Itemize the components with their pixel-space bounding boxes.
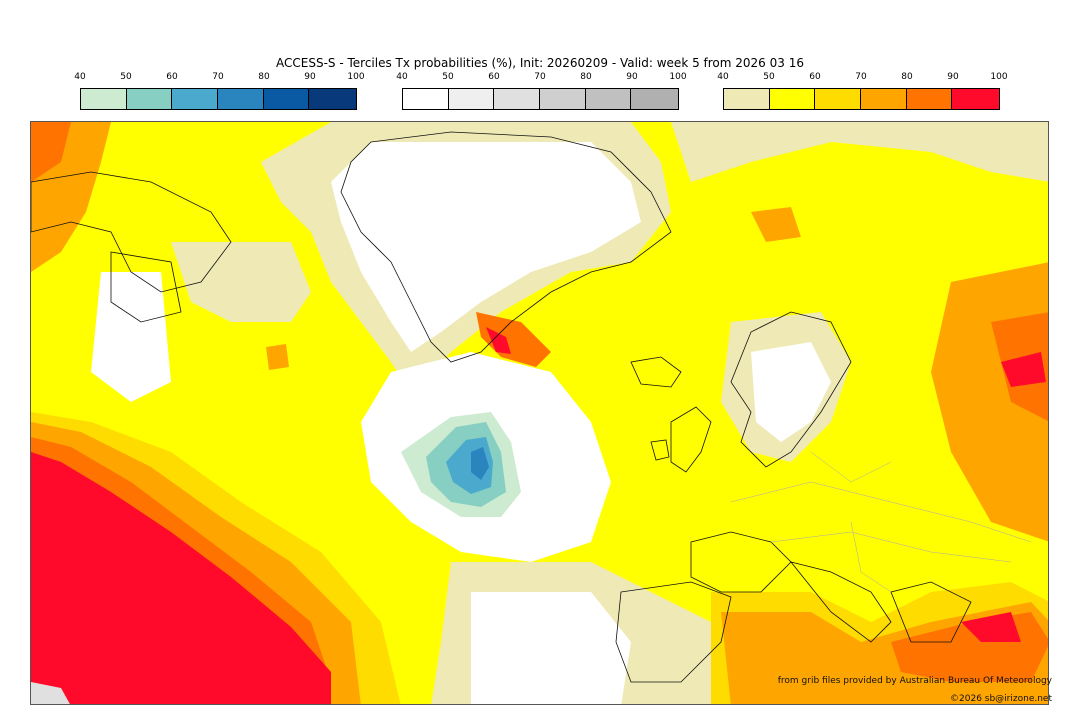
legend-swatch [218, 89, 264, 109]
legend-tick: 90 [626, 72, 638, 82]
legend-near-normal: 40 50 60 70 80 90 100 [396, 72, 687, 112]
field-near-normal-scandinavia [751, 342, 831, 442]
legend-swatch [172, 89, 219, 109]
legend-swatch [815, 89, 862, 109]
legend-swatch [861, 89, 907, 109]
legend-tick: 50 [442, 72, 454, 82]
field-above-40-canada [171, 242, 311, 322]
legend-ticks: 40 50 60 70 80 90 100 [74, 72, 364, 84]
scandinavia-coast [730, 311, 852, 468]
field-near-normal-hudson [91, 272, 171, 402]
legend-tick: 40 [396, 72, 408, 82]
map-canvas [31, 122, 1048, 704]
legend-colorbar [402, 88, 679, 110]
italy-coast [789, 561, 892, 643]
greenland-coast [340, 131, 672, 363]
field-near-normal-corner [31, 682, 70, 704]
legend-tick: 50 [763, 72, 775, 82]
legend-tick: 80 [901, 72, 913, 82]
legend-ticks: 40 50 60 70 80 90 100 [396, 72, 686, 84]
legend-tick: 60 [166, 72, 178, 82]
balkans-coast [890, 581, 972, 643]
field-above-80-greenland-se [476, 312, 551, 367]
canada-arctic-coast [31, 171, 232, 293]
probability-map [30, 121, 1049, 705]
legend-tick: 90 [947, 72, 959, 82]
legend-tick: 100 [669, 72, 687, 82]
legend-tick: 40 [74, 72, 86, 82]
copyright-credit: ©2026 sb@irizone.net [950, 694, 1052, 704]
legend-swatch [585, 89, 632, 109]
legend-tick: 70 [534, 72, 546, 82]
legend-tick: 100 [347, 72, 365, 82]
legend-tick: 50 [120, 72, 132, 82]
legend-swatch [263, 89, 310, 109]
legend-swatch [126, 89, 173, 109]
legend-tick: 70 [212, 72, 224, 82]
legend-tick: 70 [855, 72, 867, 82]
legend-swatch [540, 89, 586, 109]
legend-tick: 60 [809, 72, 821, 82]
field-above-90-greenland-se [486, 327, 511, 354]
legend-tick: 60 [488, 72, 500, 82]
field-above-40-arctic [671, 122, 1048, 182]
field-above-70-labrador [266, 344, 289, 370]
data-source-credit: from grib files provided by Australian B… [777, 676, 1052, 686]
legend-tick: 40 [717, 72, 729, 82]
field-above-90-med [961, 612, 1021, 642]
iceland-coast [630, 356, 682, 388]
legend-swatch [952, 89, 1000, 109]
britain-coast [670, 406, 712, 473]
legend-colorbar [80, 88, 357, 110]
legend-ticks: 40 50 60 70 80 90 100 [717, 72, 1007, 84]
legend-below-normal: 40 50 60 70 80 90 100 [74, 72, 365, 112]
legend-swatch [724, 89, 770, 109]
legend-colorbar [723, 88, 1000, 110]
borders [730, 451, 1032, 593]
hudson-coast [110, 251, 182, 323]
legend-swatch [631, 89, 679, 109]
legend-tick: 80 [580, 72, 592, 82]
field-near-normal-greenland [331, 142, 641, 352]
legend-swatch [448, 89, 495, 109]
field-above-90-east [1001, 352, 1046, 387]
biscay-coast [690, 531, 792, 593]
iberia-coast [615, 581, 732, 683]
ireland-coast [650, 439, 670, 461]
field-below-70 [471, 447, 489, 480]
legend-tick: 100 [990, 72, 1008, 82]
legend-tick: 90 [304, 72, 316, 82]
legend-swatch [769, 89, 816, 109]
field-above-80-nw [31, 122, 71, 182]
legend-swatch [309, 89, 357, 109]
field-above-70-north [751, 207, 801, 242]
coastlines [31, 131, 972, 683]
legend-swatch [494, 89, 541, 109]
legend-swatch [403, 89, 449, 109]
legend-swatch [81, 89, 127, 109]
field-above-90-sw [31, 452, 331, 704]
legend-above-normal: 40 50 60 70 80 90 100 [717, 72, 1008, 112]
legend-tick: 80 [258, 72, 270, 82]
field-near-normal-iberia [471, 592, 631, 704]
map-title: ACCESS-S - Terciles Tx probabilities (%)… [276, 56, 804, 70]
legend-swatch [906, 89, 953, 109]
